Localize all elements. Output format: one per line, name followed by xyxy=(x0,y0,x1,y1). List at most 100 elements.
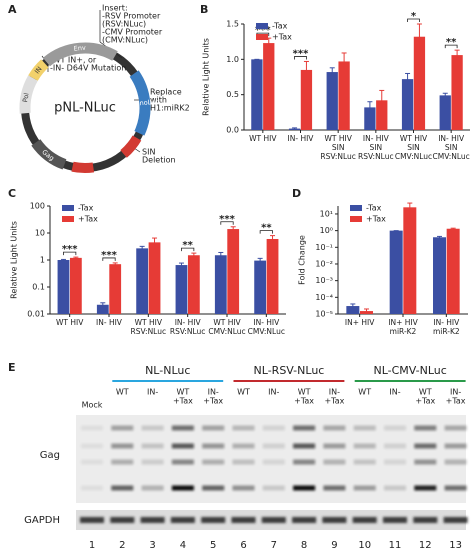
bar xyxy=(57,260,70,314)
lane-number: 3 xyxy=(149,540,155,551)
significance: ** xyxy=(182,240,193,251)
bar xyxy=(389,230,403,314)
bar xyxy=(263,43,275,130)
x-tick-label: RSV:NLuc xyxy=(131,327,167,336)
x-tick-label: IN+ HIV xyxy=(345,318,375,327)
blot-band xyxy=(413,517,438,523)
replace-note: with xyxy=(150,96,167,105)
x-tick-label: miR-K2 xyxy=(433,327,460,336)
blot-band xyxy=(384,485,406,491)
plasmid-segment xyxy=(71,161,95,173)
blot-band xyxy=(414,425,437,431)
x-tick-label: IN- HIV xyxy=(438,134,465,143)
plasmid-segment xyxy=(129,70,151,136)
lane-label: Mock xyxy=(82,401,103,410)
x-tick-label: IN+ HIV xyxy=(388,318,418,327)
y-tick-label: 0.0 xyxy=(226,126,239,135)
blot-band xyxy=(384,443,406,449)
x-tick-label: IN- HIV xyxy=(363,134,390,143)
x-tick-label: IN- HIV xyxy=(288,134,315,143)
blot-band xyxy=(81,485,103,491)
bar xyxy=(266,238,279,314)
insert-note: Insert: xyxy=(102,4,128,13)
x-tick-label: RSV:NLuc xyxy=(358,152,394,161)
y-tick-label: 10⁻¹ xyxy=(315,243,333,252)
blot-band xyxy=(111,443,134,449)
x-tick-label: CMV:NLuc xyxy=(395,152,432,161)
bar xyxy=(148,242,161,314)
bar xyxy=(214,255,227,314)
legend-label: -Tax xyxy=(78,204,94,213)
lane-label: +Tax xyxy=(446,397,466,406)
lane-label: +Tax xyxy=(203,397,223,406)
blot-band xyxy=(384,425,406,431)
blot-band xyxy=(323,443,346,449)
blot-band xyxy=(262,425,285,431)
x-tick-label: WT HIV xyxy=(56,318,84,327)
lane-number: 7 xyxy=(271,540,277,551)
y-axis-label: Relative Light Units xyxy=(10,221,19,299)
x-tick-label: SIN xyxy=(445,143,458,152)
lane-label: IN- xyxy=(208,388,219,397)
blot-band xyxy=(414,443,437,449)
lane-number: 4 xyxy=(180,540,186,551)
insert-note: (RSV:NLuc) xyxy=(102,20,146,29)
y-tick-label: 100 xyxy=(30,202,45,211)
lane-label: WT xyxy=(177,388,190,397)
lane-label: +Tax xyxy=(294,397,314,406)
x-tick-label: CMV:NLuc xyxy=(433,152,470,161)
blot-band xyxy=(293,485,316,491)
x-tick-label: WT HIV xyxy=(213,318,241,327)
bar xyxy=(326,72,338,130)
legend-swatch xyxy=(62,216,74,222)
group-label: NL-NLuc xyxy=(145,364,190,377)
bar xyxy=(401,79,414,130)
lane-number: 13 xyxy=(449,540,462,551)
legend-swatch xyxy=(62,205,74,211)
plasmid-name: pNL-NLuc xyxy=(54,101,116,116)
bar xyxy=(300,69,313,130)
bar xyxy=(403,207,417,314)
blot-band xyxy=(353,443,376,449)
blot-band xyxy=(352,517,377,523)
bar xyxy=(451,55,463,130)
blot-band xyxy=(293,443,316,449)
blot-band xyxy=(232,443,255,449)
blot-label: GAPDH xyxy=(24,515,60,526)
replace-note: Replace xyxy=(150,88,182,97)
lane-number: 8 xyxy=(301,540,307,551)
blot-band xyxy=(141,425,164,431)
y-tick-label: 10⁻³ xyxy=(315,276,333,285)
insert-note: (CMV:NLuc) xyxy=(102,36,148,45)
blot-band xyxy=(81,425,103,431)
legend-label: +Tax xyxy=(78,215,98,224)
lane-label: +Tax xyxy=(415,397,435,406)
panel-letter: A xyxy=(8,3,17,16)
bar xyxy=(136,248,149,314)
lane-number: 9 xyxy=(331,540,337,551)
y-tick-label: 10⁻⁴ xyxy=(315,293,333,302)
bar xyxy=(175,265,188,314)
bar xyxy=(109,264,122,314)
significance: *** xyxy=(293,48,309,59)
legend-swatch xyxy=(350,205,362,211)
blot-band xyxy=(111,425,134,431)
lane-label: WT xyxy=(358,388,371,397)
lane-label: IN- xyxy=(450,388,461,397)
x-tick-label: IN- HIV xyxy=(96,318,123,327)
x-tick-label: CMV:NLuc xyxy=(248,327,285,336)
significance-bracket xyxy=(444,44,458,49)
legend-swatch xyxy=(256,34,268,40)
lane-label: WT xyxy=(298,388,311,397)
y-tick-label: 1.5 xyxy=(226,20,239,29)
blot-band xyxy=(232,425,255,431)
segment-label: Pol xyxy=(21,92,31,103)
lane-label: WT xyxy=(116,388,129,397)
blot-band xyxy=(292,517,317,523)
plasmid-segment xyxy=(31,139,67,170)
x-tick-label: SIN xyxy=(370,143,383,152)
bar xyxy=(187,255,200,314)
mutation-note: -IN- D64V Mutation xyxy=(50,64,126,73)
bar xyxy=(227,229,240,314)
plasmid-segment xyxy=(42,42,118,67)
